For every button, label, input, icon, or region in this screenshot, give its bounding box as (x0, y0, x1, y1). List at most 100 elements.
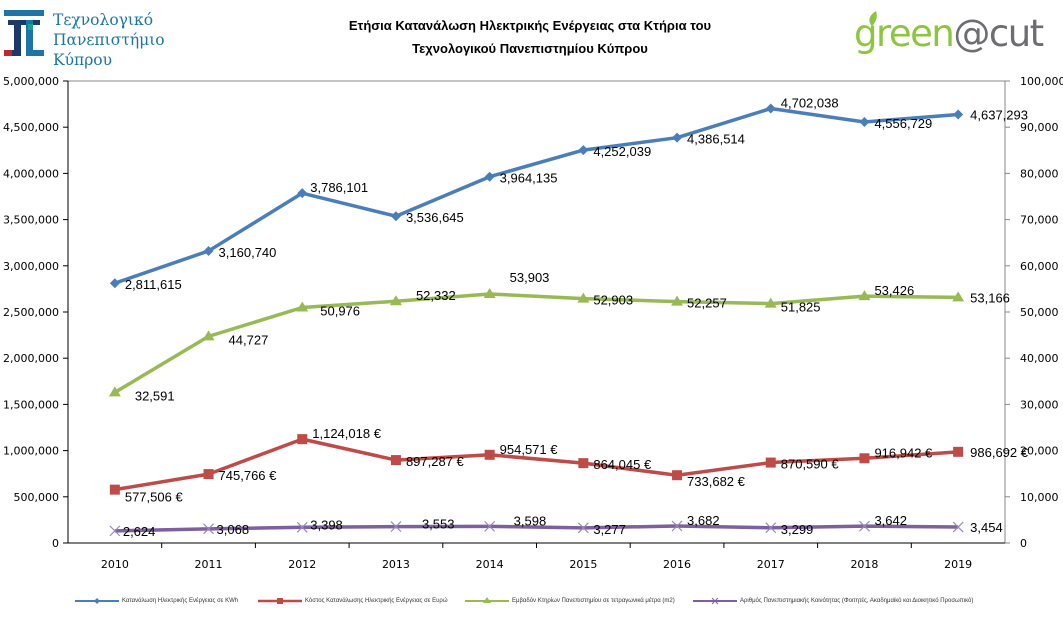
left-y-tick-label: 2,500,000 (3, 306, 59, 319)
x-tick-label: 2016 (663, 558, 691, 571)
data-label: 53,426 (874, 283, 914, 298)
data-label: 3,964,135 (500, 171, 558, 186)
data-point-x (390, 521, 402, 533)
data-point-square (859, 453, 870, 464)
legend-swatch-red-square (258, 596, 302, 606)
university-name-line: Τεχνολογικό (53, 11, 154, 29)
data-point-diamond (109, 278, 120, 289)
data-point-triangle (671, 295, 684, 306)
left-y-tick-label: 0 (52, 537, 59, 550)
data-point-diamond (390, 211, 401, 222)
data-label: 3,277 (593, 522, 626, 537)
chart-title: Ετήσια Κατανάλωση Ηλεκτρικής Ενέργειας σ… (280, 14, 780, 60)
data-point-triangle (389, 295, 402, 306)
data-point-square (109, 484, 120, 495)
series-line-2 (114, 437, 959, 492)
data-point-diamond (203, 245, 214, 256)
data-point-triangle (764, 297, 777, 308)
series-line-3 (113, 292, 959, 394)
data-label: 53,166 (970, 290, 1010, 305)
data-label: 3,068 (217, 522, 250, 537)
x-tick-label: 2018 (850, 558, 878, 571)
chart-title-line: Τεχνολογικού Πανεπιστημίου Κύπρου (412, 41, 648, 56)
data-label: 4,702,038 (781, 96, 839, 111)
x-tick-label: 2010 (101, 558, 129, 571)
data-point-diamond (672, 132, 683, 143)
x-tick-label: 2019 (944, 558, 972, 571)
brand-logo-part-green: green (854, 12, 955, 55)
legend-swatch-purple-x (693, 596, 737, 606)
right-y-tick-label: 20,000 (1020, 445, 1059, 458)
data-label: 864,045 € (593, 457, 652, 472)
data-point-square (578, 458, 589, 469)
data-point-x (765, 522, 777, 534)
data-label: 916,942 € (874, 445, 933, 460)
data-label: 954,571 € (500, 442, 559, 457)
data-point-x (671, 520, 683, 532)
right-y-tick-label: 60,000 (1020, 260, 1059, 273)
data-label: 1,124,018 € (312, 426, 381, 441)
data-point-diamond (859, 116, 870, 127)
chart-title-line: Ετήσια Κατανάλωση Ηλεκτρικής Ενέργειας σ… (348, 18, 712, 33)
data-label: 745,766 € (219, 468, 278, 483)
university-name-line: Κύπρου (53, 51, 113, 69)
left-y-tick-label: 1,500,000 (3, 398, 59, 411)
right-y-tick-label: 10,000 (1020, 491, 1059, 504)
legend-label: Εμβαδόν Κτηρίων Πανεπιστημίου σε τετραγω… (512, 598, 675, 604)
right-y-tick-label: 50,000 (1020, 306, 1059, 319)
data-point-x (859, 520, 870, 532)
legend-item-community[interactable]: Αριθμός Πανεπιστημιακής Κοινότητας (Φοιτ… (693, 592, 973, 610)
legend-label: Αριθμός Πανεπιστημιακής Κοινότητας (Φοιτ… (740, 598, 974, 604)
data-label: 44,727 (229, 332, 269, 347)
chart-legend: Κατανάλωση Ηλεκτρικής Ενέργειας σε KWh Κ… (0, 592, 1063, 610)
data-point-triangle (577, 292, 590, 303)
data-point-x (577, 522, 589, 534)
data-label: 3,160,740 (219, 245, 277, 260)
data-point-x (203, 523, 214, 535)
data-label: 3,454 (970, 520, 1003, 535)
data-point-square (390, 455, 401, 466)
data-label: 3,786,101 (310, 180, 368, 195)
data-label: 4,386,514 (687, 132, 745, 147)
x-tick-label: 2013 (382, 558, 410, 571)
left-y-tick-label: 2,000,000 (3, 352, 59, 365)
data-label: 897,287 € (406, 454, 465, 469)
x-tick-label: 2014 (476, 558, 504, 571)
legend-item-area[interactable]: Εμβαδόν Κτηρίων Πανεπιστημίου σε τετραγω… (465, 592, 675, 610)
legend-item-cost[interactable]: Κόστος Κατανάλωσης Ηλεκτρικής Ενέργειας … (258, 592, 448, 610)
x-tick-label: 2017 (757, 558, 785, 571)
data-point-diamond (953, 109, 964, 120)
data-label: 870,590 € (781, 457, 840, 472)
data-point-diamond (578, 145, 589, 156)
legend-label: Κόστος Κατανάλωσης Ηλεκτρικής Ενέργειας … (305, 598, 448, 604)
data-label: 3,398 (310, 517, 343, 532)
data-label: 3,536,645 (406, 210, 464, 225)
data-label: 577,506 € (125, 490, 184, 505)
data-label: 52,257 (687, 296, 727, 311)
data-point-x (109, 525, 121, 537)
data-point-x (484, 520, 496, 532)
data-label: 986,692 € (970, 445, 1029, 460)
right-y-tick-label: 70,000 (1020, 214, 1059, 227)
legend-item-consumption[interactable]: Κατανάλωση Ηλεκτρικής Ενέργειας σε KWh (75, 592, 238, 610)
left-y-tick-label: 4,500,000 (3, 121, 59, 134)
university-logo-icon (4, 10, 44, 56)
green-at-cut-logo: green@cut (854, 12, 1044, 56)
data-point-triangle (952, 291, 965, 302)
left-y-tick-label: 1,000,000 (3, 445, 59, 458)
data-point-triangle (108, 386, 121, 397)
data-point-diamond (484, 171, 495, 182)
data-label: 4,637,293 (970, 108, 1028, 123)
data-point-diamond (297, 188, 308, 199)
data-label: 4,252,039 (593, 144, 651, 159)
data-label: 51,825 (781, 300, 821, 315)
left-y-tick-label: 3,500,000 (3, 214, 59, 227)
data-label: 32,591 (135, 388, 175, 403)
university-name: Τεχνολογικό Πανεπιστήμιο Κύπρου (53, 10, 165, 70)
university-name-line: Πανεπιστήμιο (53, 31, 165, 49)
data-point-diamond (765, 103, 776, 114)
data-label: 2,624 (123, 524, 156, 539)
data-label: 53,903 (510, 270, 550, 285)
brand-logo-part-cut: @cut (953, 12, 1044, 55)
